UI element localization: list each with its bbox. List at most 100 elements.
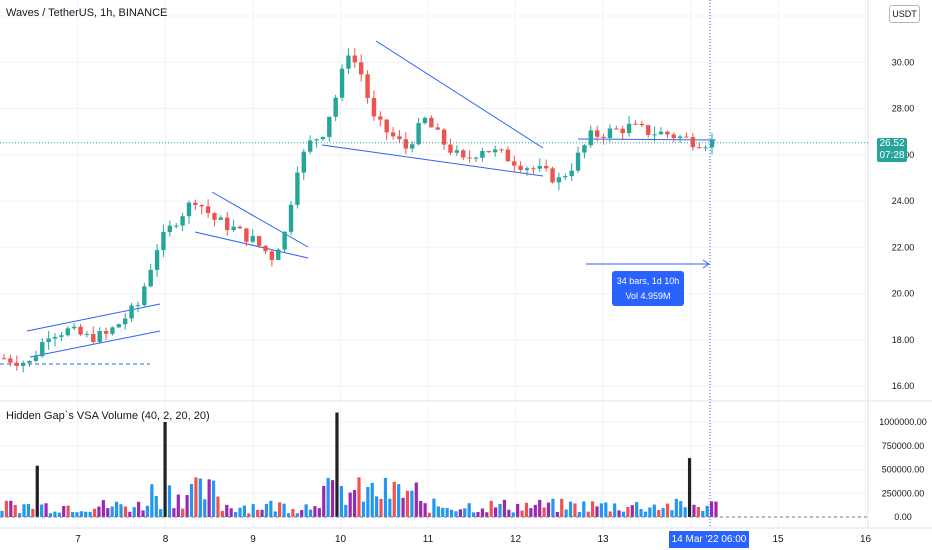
candle-body (550, 168, 555, 183)
volume-bar (657, 510, 661, 517)
volume-bar (225, 504, 229, 517)
volume-bar (379, 498, 383, 517)
volume-bar (154, 496, 158, 517)
volume-bar (211, 480, 216, 517)
volume-bar (471, 512, 476, 517)
volume-bar (317, 508, 321, 517)
candle-body (225, 217, 230, 231)
time-tick-label: 11 (423, 534, 434, 545)
candle-body (569, 170, 574, 177)
volume-bar (604, 502, 608, 517)
volume-bar (181, 508, 185, 517)
volume-bar (159, 509, 163, 517)
candle-body (518, 165, 523, 170)
volume-bar (344, 504, 348, 517)
volume-bar (278, 502, 282, 517)
candle-body (301, 151, 306, 173)
time-tick-label: 16 (860, 534, 872, 545)
volume-bar (467, 503, 471, 517)
volume-bar (176, 494, 180, 517)
volume-bar (357, 477, 361, 517)
indicator-title: Hidden Gap`s VSA Volume (40, 2, 20, 20) (6, 410, 210, 422)
price-candles (1, 48, 715, 373)
volume-bar (88, 511, 92, 517)
volume-bar (449, 509, 454, 517)
candle-body (371, 98, 377, 117)
candle-body (122, 318, 128, 325)
candle-body (378, 116, 383, 120)
volume-bar (687, 458, 692, 517)
volume-bar (414, 482, 418, 517)
price-tick-label: 28.00 (892, 104, 915, 114)
volume-bar (189, 483, 194, 517)
volume-bar (264, 503, 269, 517)
volume-tick-label: 1000000.00 (879, 417, 927, 427)
volume-bar (458, 509, 462, 517)
volume-bar (75, 512, 79, 517)
candle-body (14, 362, 19, 366)
volume-bar (564, 509, 568, 517)
candle-body (148, 269, 153, 287)
candle-body (186, 202, 192, 217)
volume-tick-label: 0.00 (894, 512, 912, 522)
candle-body (59, 335, 64, 337)
cursor-date-label: 14 Mar '22 06:00 (669, 531, 749, 548)
candle-body (320, 136, 326, 140)
candle-body (91, 333, 96, 343)
candle-body (461, 150, 466, 158)
candle-body (180, 216, 185, 226)
candle-body (684, 136, 689, 138)
candle-body (467, 157, 472, 159)
volume-bar (705, 505, 709, 517)
volume-bar (714, 501, 718, 517)
volume-bar (110, 506, 114, 517)
volume-bar (432, 498, 436, 517)
wedge-upper-line (375, 40, 544, 149)
candle-body (410, 144, 415, 149)
volume-bar (502, 499, 507, 517)
volume-bar (441, 507, 445, 517)
volume-bar (670, 510, 674, 517)
candle-body (690, 137, 696, 148)
candle-body (556, 177, 562, 183)
volume-bar (40, 504, 44, 517)
currency-button[interactable]: USDT (889, 5, 920, 23)
candle-body (167, 225, 173, 233)
candle-body (499, 149, 504, 151)
measure-arrow-head (702, 259, 710, 269)
candle-body (212, 213, 217, 220)
candle-body (620, 128, 625, 134)
candle-body (97, 331, 102, 343)
candle-body (588, 130, 594, 146)
volume-bar (114, 501, 119, 517)
volume-bar (630, 505, 634, 517)
volume-bar (568, 501, 573, 517)
price-tick-label: 22.00 (892, 242, 915, 252)
time-tick-label: 12 (510, 534, 522, 545)
volume-bar (286, 513, 291, 517)
volume-bar (198, 478, 202, 517)
candle-body (231, 226, 236, 231)
last-price: 26.52 (879, 138, 905, 149)
volume-bar (123, 506, 128, 517)
volume-bar (13, 504, 17, 517)
overlay (0, 0, 868, 528)
candle-body (607, 128, 613, 138)
candle-body (384, 119, 389, 133)
time-tick-label: 9 (250, 534, 256, 545)
volume-bar (269, 500, 273, 517)
candle-body (20, 362, 26, 366)
candle-body (161, 232, 166, 251)
volume-bar (696, 507, 700, 517)
volume-bar (560, 498, 564, 517)
wedge-upper-line (211, 191, 309, 248)
volume-bar (489, 500, 493, 517)
volume-bar (44, 503, 48, 517)
volume-bar (524, 502, 529, 517)
channel-lower-line (29, 330, 161, 358)
volume-bar (273, 511, 277, 517)
candle-body (142, 286, 147, 306)
volume-bar (661, 508, 665, 517)
